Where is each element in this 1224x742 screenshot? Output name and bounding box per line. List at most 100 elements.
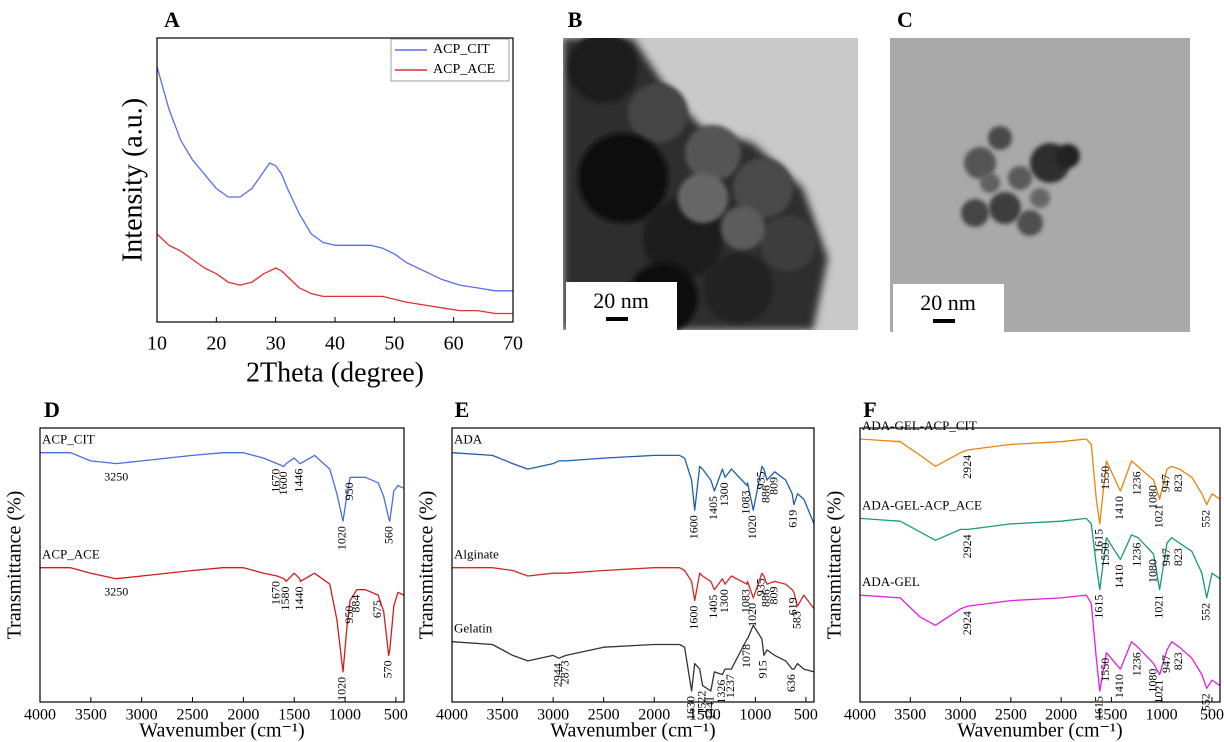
- x-axis-label: 2Theta (degree): [246, 357, 424, 388]
- x-tick-label: 3000: [126, 707, 158, 724]
- peak-label: 1600: [686, 515, 700, 539]
- peak-label: 2924: [960, 534, 974, 558]
- image-background: [890, 38, 1190, 332]
- scale-bar: [606, 317, 628, 321]
- peak-label: 1020: [335, 677, 349, 701]
- particle: [989, 192, 1021, 224]
- series-label: ADA-GEL-ACP_CIT: [862, 418, 977, 433]
- spectrum-line: [40, 452, 405, 522]
- x-tick-label: 10: [147, 333, 167, 355]
- peak-label: 1410: [1112, 674, 1126, 698]
- particle: [964, 147, 996, 179]
- peak-label: 950: [342, 606, 356, 624]
- peak-label: 1550: [1098, 466, 1112, 490]
- peak-label: 1670: [269, 581, 283, 605]
- peak-label: 1550: [1098, 543, 1112, 567]
- spectrum-line: [859, 594, 1221, 692]
- peak-label: 915: [756, 660, 770, 678]
- legend-label: ACP_CIT: [433, 42, 490, 57]
- peak-label: 1300: [717, 482, 731, 506]
- x-tick-label: 2000: [638, 707, 670, 724]
- peak-label: 1080: [1145, 485, 1159, 509]
- series-label: ADA-GEL-ACP_ACE: [862, 497, 982, 512]
- particle: [703, 253, 773, 323]
- particle: [988, 126, 1012, 150]
- x-tick-label: 2500: [588, 707, 620, 724]
- particle: [721, 206, 765, 250]
- y-axis-label: Intensity (a.u.): [117, 98, 148, 262]
- x-tick-label: 70: [503, 333, 523, 355]
- x-tick-label: 4000: [436, 707, 468, 724]
- y-axis-label: Transmittance (%): [416, 491, 438, 640]
- spectrum-line: [451, 452, 815, 525]
- tem-image: [890, 38, 1190, 332]
- peak-label: 1236: [1130, 652, 1144, 676]
- peak-label: 1021: [1151, 504, 1165, 528]
- panel-label: E: [455, 397, 470, 422]
- scale-bar-box: [566, 282, 677, 330]
- peak-label: 552: [1198, 603, 1212, 621]
- peak-label: 1615: [1092, 529, 1106, 553]
- peak-label: 809: [766, 586, 780, 604]
- peak-label: 1446: [291, 469, 305, 493]
- panel-label: B: [568, 7, 583, 32]
- peak-label: 1237: [723, 674, 737, 698]
- peak-label: 935: [754, 471, 768, 489]
- particle: [568, 38, 638, 103]
- peak-label: 3250: [104, 469, 128, 483]
- tem-image: [563, 38, 858, 330]
- peak-label: 1600: [686, 606, 700, 630]
- peak-label: 1615: [1092, 595, 1106, 619]
- spectrum-line: [452, 567, 815, 610]
- peak-label: 1020: [335, 526, 349, 550]
- peak-label: 1083: [739, 589, 753, 613]
- x-tick-label: 1000: [1146, 707, 1178, 724]
- particle: [685, 125, 741, 181]
- y-axis-label: Transmittance (%): [4, 491, 26, 640]
- peak-label: 950: [342, 482, 356, 500]
- x-tick-label: 1500: [689, 707, 721, 724]
- particle: [980, 173, 1000, 193]
- particle: [1030, 188, 1050, 208]
- peak-label: 2944: [551, 663, 565, 687]
- x-tick-label: 3500: [894, 707, 926, 724]
- particle: [733, 158, 793, 218]
- peak-label: 2924: [960, 455, 974, 479]
- spectrum-line: [156, 66, 513, 292]
- peak-label: 1020: [745, 603, 759, 627]
- x-tick-label: 3000: [537, 707, 569, 724]
- x-tick-label: 1000: [329, 707, 361, 724]
- x-tick-label: 2000: [227, 707, 259, 724]
- peak-label: 3250: [104, 584, 128, 598]
- plot-frame: [39, 427, 405, 703]
- x-tick-label: 3500: [75, 707, 107, 724]
- peak-label: 619: [786, 510, 800, 528]
- peak-label: 935: [754, 578, 768, 596]
- peak-label: 675: [370, 600, 384, 618]
- series-label: ADA: [454, 432, 483, 447]
- peak-label: 947: [1159, 655, 1173, 673]
- peak-label: 2873: [558, 660, 572, 684]
- x-tick-label: 4000: [24, 707, 56, 724]
- peak-label: 552: [1198, 510, 1212, 528]
- series-label: ACP_ACE: [42, 547, 100, 562]
- legend-label: ACP_ACE: [433, 62, 495, 77]
- particle: [578, 133, 668, 223]
- peak-label: 823: [1171, 548, 1185, 566]
- scale-bar-box: [893, 284, 1004, 332]
- peak-label: 1410: [1112, 496, 1126, 520]
- peak-label: 1078: [739, 644, 753, 668]
- peak-label: 570: [380, 660, 394, 678]
- peak-label: 1080: [1145, 559, 1159, 583]
- plot-frame: [859, 427, 1221, 703]
- x-tick-label: 2500: [995, 707, 1027, 724]
- particle: [1017, 210, 1043, 236]
- peak-label: 583: [789, 611, 803, 629]
- series-label: ADA-GEL: [862, 574, 920, 589]
- x-tick-label: 40: [325, 333, 345, 355]
- x-tick-label: 20: [206, 333, 226, 355]
- peak-label: 823: [1171, 652, 1185, 670]
- x-tick-label: 2500: [177, 707, 209, 724]
